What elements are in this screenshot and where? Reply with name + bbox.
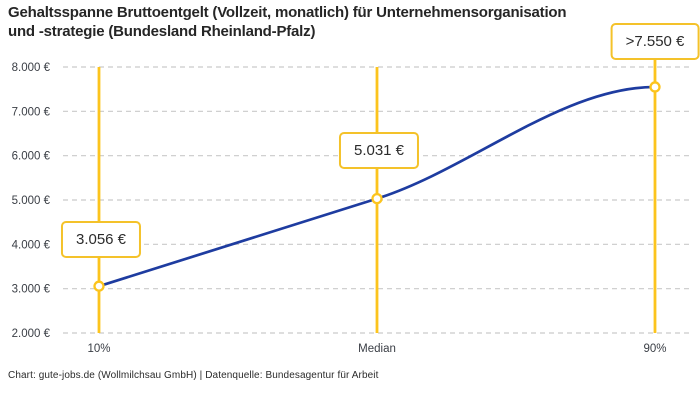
chart-title: Gehaltsspanne Bruttoentgelt (Vollzeit, m…: [8, 3, 648, 41]
value-label-median: 5.031 €: [338, 132, 420, 169]
data-point-marker: [93, 280, 105, 292]
value-label-90th-percentile: >7.550 €: [610, 23, 700, 60]
chart-title-line2: und -strategie (Bundesland Rheinland-Pfa…: [8, 23, 316, 40]
value-label-10th-percentile: 3.056 €: [60, 221, 142, 258]
x-axis-label: 10%: [87, 343, 110, 355]
x-axis-label: Median: [358, 343, 396, 355]
data-point-marker: [649, 81, 661, 93]
y-axis-tick-label: 2.000 €: [12, 328, 51, 340]
x-axis-label: 90%: [643, 343, 666, 355]
y-axis-tick-label: 8.000 €: [12, 62, 51, 74]
y-axis-tick-label: 3.000 €: [12, 284, 51, 296]
chart-title-line1: Gehaltsspanne Bruttoentgelt (Vollzeit, m…: [8, 4, 567, 21]
y-axis-tick-label: 4.000 €: [12, 239, 51, 251]
salary-curve: [97, 85, 657, 288]
y-axis-tick-label: 6.000 €: [12, 151, 51, 163]
data-point-marker: [371, 192, 383, 205]
chart-source-caption: Chart: gute-jobs.de (Wollmilchsau GmbH) …: [8, 370, 379, 381]
y-axis-tick-label: 7.000 €: [12, 106, 51, 118]
y-axis-tick-label: 5.000 €: [12, 195, 51, 207]
